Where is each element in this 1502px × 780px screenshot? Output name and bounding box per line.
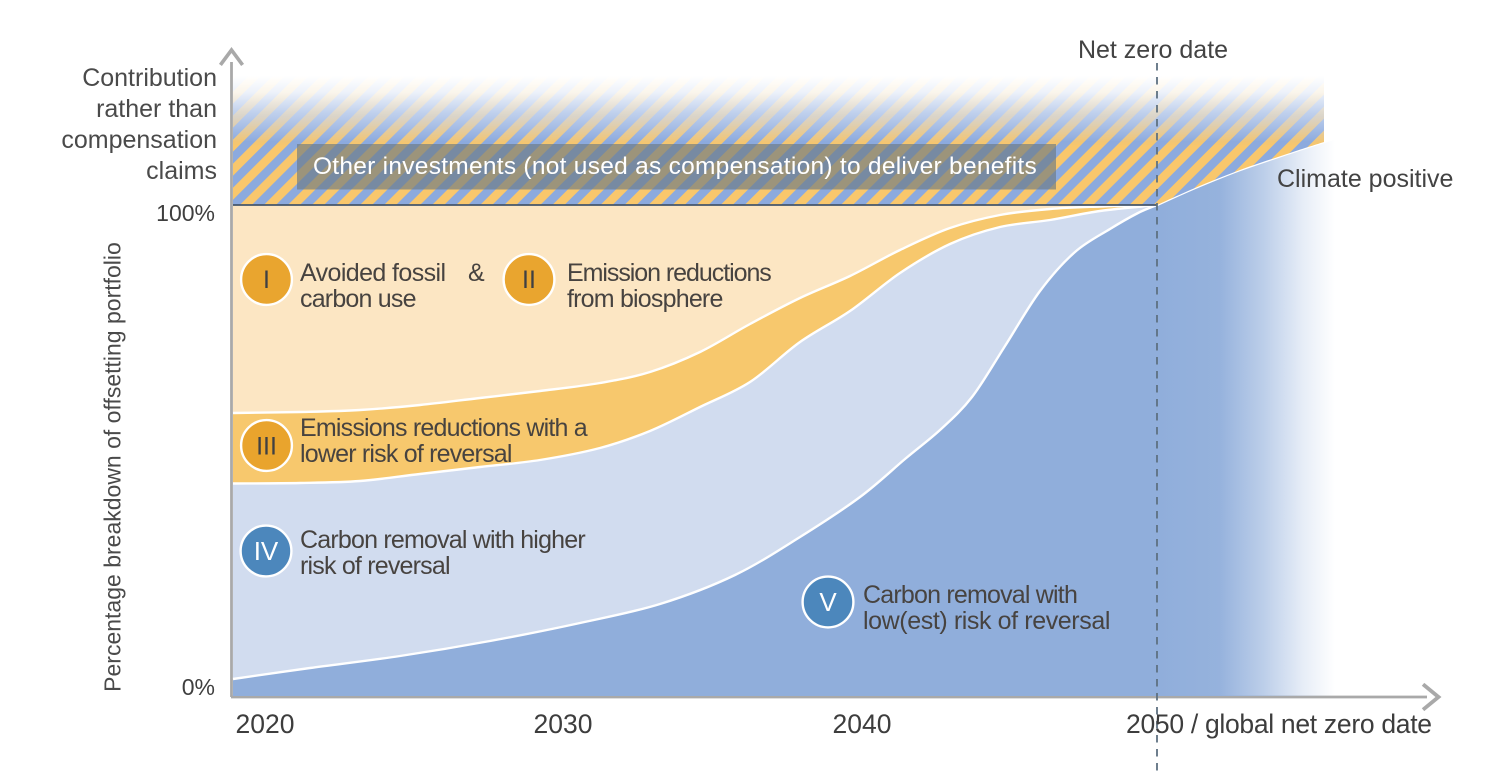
svg-text:IV: IV: [254, 536, 279, 566]
svg-text:2030: 2030: [534, 709, 593, 739]
svg-text:I: I: [263, 266, 270, 294]
svg-text:Contribution: Contribution: [82, 64, 217, 92]
svg-text:lower risk of reversal: lower risk of reversal: [300, 440, 512, 468]
svg-text:compensation: compensation: [61, 126, 217, 154]
svg-text:from biosphere: from biosphere: [567, 285, 723, 313]
svg-text:carbon use: carbon use: [300, 285, 416, 313]
svg-text:&: &: [468, 259, 485, 287]
svg-text:rather than: rather than: [96, 95, 217, 123]
svg-text:100%: 100%: [156, 200, 215, 226]
svg-text:Percentage breakdown of offset: Percentage breakdown of offsetting portf…: [100, 242, 126, 692]
svg-text:V: V: [819, 587, 837, 617]
svg-text:0%: 0%: [182, 674, 215, 700]
svg-text:risk of reversal: risk of reversal: [300, 552, 450, 580]
svg-text:Carbon removal with: Carbon removal with: [863, 581, 1077, 609]
svg-text:Net zero date: Net zero date: [1078, 36, 1228, 64]
svg-text:Emission reductions: Emission reductions: [567, 259, 771, 287]
svg-text:Climate positive: Climate positive: [1277, 165, 1453, 193]
svg-text:Emissions reductions with a: Emissions reductions with a: [300, 414, 588, 442]
svg-text:III: III: [256, 433, 277, 461]
svg-text:2020: 2020: [236, 709, 295, 739]
svg-text:2040: 2040: [833, 709, 892, 739]
svg-text:Carbon removal with higher: Carbon removal with higher: [300, 526, 585, 554]
svg-text:Avoided fossil: Avoided fossil: [300, 259, 445, 287]
svg-text:Other investments (not used as: Other investments (not used as compensat…: [313, 153, 1037, 180]
svg-text:II: II: [522, 266, 536, 294]
svg-text:low(est) risk of reversal: low(est) risk of reversal: [863, 607, 1110, 635]
svg-text:claims: claims: [146, 157, 217, 185]
svg-text:2050 / global net zero date: 2050 / global net zero date: [1126, 709, 1432, 739]
